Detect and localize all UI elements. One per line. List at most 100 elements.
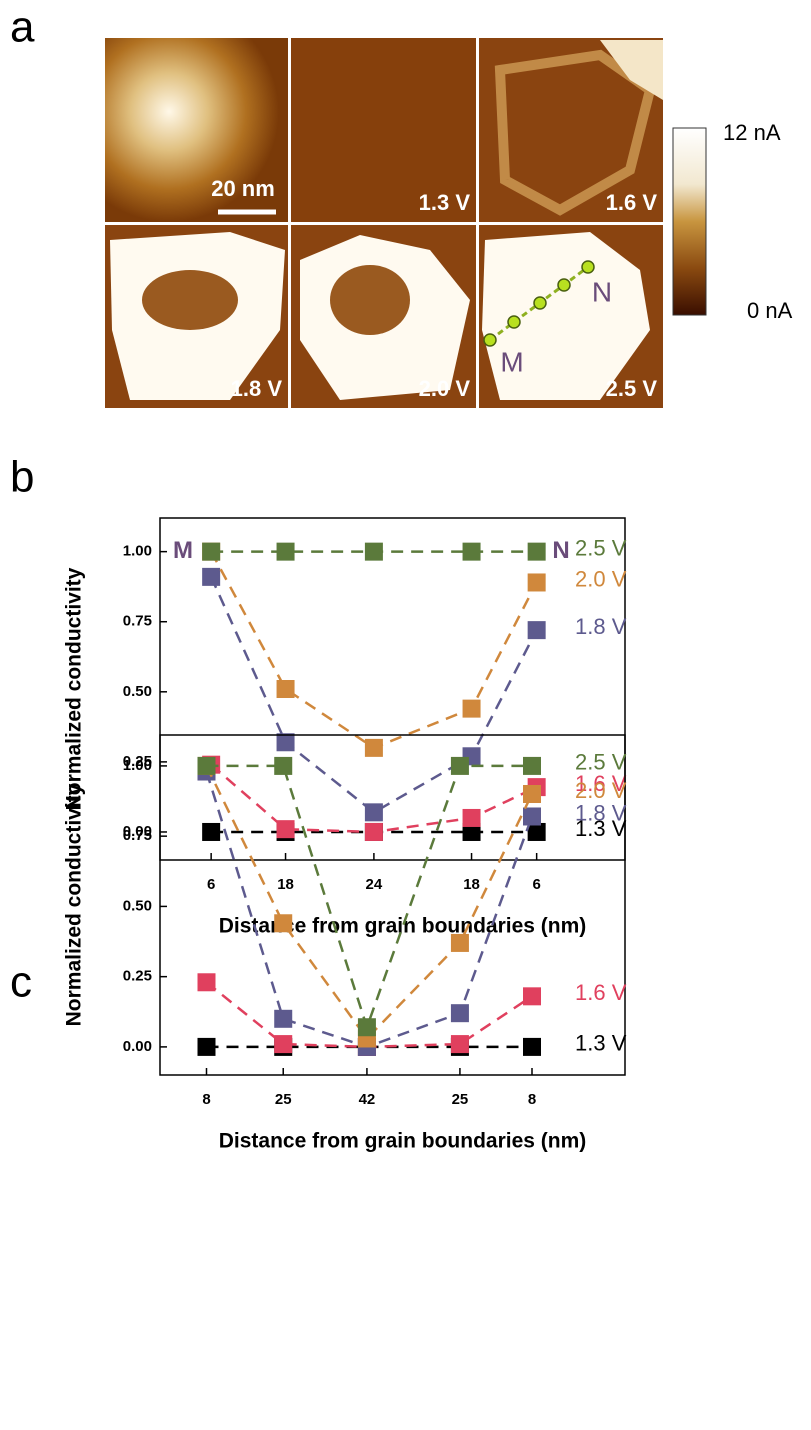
marker [462, 808, 481, 827]
fit-line [210, 576, 538, 814]
fit-line [210, 551, 538, 750]
marker [364, 803, 383, 822]
marker [276, 542, 295, 561]
marker [527, 822, 546, 841]
plot-frame [159, 517, 626, 861]
x-tick-label: 18 [277, 876, 294, 893]
image-feature [494, 49, 656, 216]
series-label: 1.3 V [575, 816, 627, 841]
marker [527, 621, 546, 640]
plot-frame [159, 734, 626, 1076]
series-label: 1.8 V [575, 614, 627, 639]
marker [276, 733, 295, 752]
x-tick-label: 18 [463, 876, 480, 893]
marker [527, 573, 546, 592]
marker [197, 1037, 216, 1056]
marker [523, 1037, 541, 1056]
marker [274, 1009, 293, 1028]
image-label: 2.5 V [606, 376, 658, 401]
y-tick-label: 1.00 [123, 757, 152, 774]
marker [450, 756, 469, 775]
image-feature [482, 232, 650, 400]
marker [276, 820, 295, 839]
image-label: 1.8 V [231, 376, 283, 401]
image-feature [600, 40, 663, 100]
marker [462, 699, 481, 718]
marker [523, 756, 541, 775]
image-feature [142, 270, 238, 330]
image-label: 2.0 V [419, 376, 471, 401]
panel-label: a [10, 3, 35, 52]
x-axis-title: Distance from grain boundaries (nm) [219, 915, 587, 938]
x-tick-label: 8 [528, 1091, 536, 1108]
x-tick-label: 25 [275, 1091, 292, 1108]
series-label: 1.6 V [575, 771, 627, 796]
panel-label: b [10, 453, 34, 502]
y-axis-title: Normalized conductivity [63, 783, 86, 1026]
image [105, 38, 288, 222]
marker [276, 680, 295, 698]
y-tick-label: 0.50 [123, 683, 152, 700]
x-tick-label: 25 [452, 1091, 469, 1108]
colorbar [672, 127, 707, 316]
marker [364, 822, 383, 841]
x-tick-label: 24 [366, 876, 383, 893]
series-label: 2.5 V [575, 750, 627, 775]
marker [202, 542, 221, 561]
y-tick-label: 1.00 [123, 543, 152, 560]
series-label: 2.0 V [575, 566, 627, 591]
profile-points [483, 260, 595, 347]
marker [197, 756, 216, 775]
image [291, 38, 476, 222]
y-tick-label: 0.50 [123, 897, 152, 914]
marker [462, 542, 481, 561]
y-tick-label: 0.00 [123, 823, 152, 840]
marker [202, 822, 221, 841]
marker [364, 738, 383, 757]
y-tick-label: 0.75 [123, 613, 152, 630]
marker [450, 933, 469, 952]
marker [527, 542, 546, 561]
endpoint-label: N [552, 537, 569, 564]
marker [202, 567, 221, 586]
line-end-label: M [500, 346, 523, 377]
image-label: 1.3 V [419, 190, 471, 215]
fit-line [205, 765, 534, 1041]
x-tick-label: 42 [359, 1091, 376, 1108]
y-tick-label: 0.00 [123, 1038, 152, 1055]
series-label: 2.5 V [575, 535, 627, 560]
afm-images: 20 nm 1.3 V 1.6 V 1.8 V 2.0 V 2.5 V M N … [105, 38, 793, 408]
image-feature [330, 265, 410, 335]
colorbar-label: 12 nA [723, 120, 781, 145]
x-tick-label: 6 [207, 876, 215, 893]
series-label: 2.0 V [575, 778, 627, 803]
series-label: 1.6 V [575, 980, 627, 1005]
x-axis-title: Distance from grain boundaries (nm) [219, 1130, 587, 1153]
marker [274, 756, 293, 775]
marker [462, 822, 481, 841]
marker [357, 1018, 376, 1037]
series-label: 1.8 V [575, 800, 627, 825]
y-tick-label: 0.25 [123, 968, 152, 985]
marker [523, 785, 541, 804]
marker [450, 1035, 469, 1054]
endpoint-label: M [173, 537, 193, 564]
marker [523, 807, 541, 826]
panel-label: c [10, 958, 32, 1007]
y-tick-label: 0.25 [123, 753, 152, 770]
fit-line [210, 763, 538, 834]
image-label: 1.6 V [606, 190, 658, 215]
x-tick-label: 6 [532, 876, 540, 893]
marker [364, 542, 383, 561]
marker [274, 914, 293, 933]
marker [450, 1004, 469, 1023]
marker [197, 973, 216, 992]
x-tick-label: 8 [202, 1091, 210, 1108]
line-end-label: N [592, 276, 612, 307]
marker [523, 987, 541, 1006]
series-label: 1.3 V [575, 1031, 627, 1056]
colorbar-label: 0 nA [747, 298, 793, 323]
scale-bar-label: 20 nm [211, 176, 275, 201]
marker [274, 1035, 293, 1054]
